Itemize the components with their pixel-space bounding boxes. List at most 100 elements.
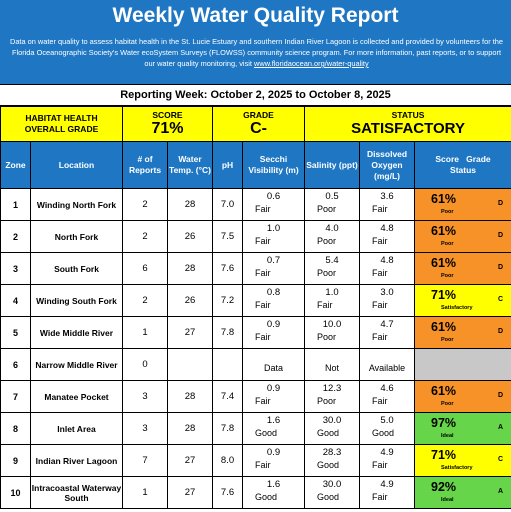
salinity-value: 28.3 [322,447,342,458]
salinity-value: 4.0 [325,223,339,234]
score-status-cell: 61% D Poor [414,316,511,349]
secchi-cell: 0.9 Fair [241,316,306,349]
secchi-rating: Fair [255,236,271,246]
secchi-rating: Fair [255,460,271,470]
salinity-rating: Fair [317,300,333,310]
salinity-value: 12.3 [322,383,342,394]
salinity-rating: Poor [317,268,337,278]
salinity-cell: 28.3 Good [304,444,361,477]
ph-cell: 7.8 [212,316,243,349]
score-status-cell: 61% D Poor [414,188,511,221]
score-grade: D [497,328,504,335]
secchi-value: 0.6 [266,191,281,202]
overall-grade: GRADE C- [211,106,306,142]
salinity-cell: 4.0 Poor [304,220,361,253]
col-salinity: Salinity (ppt) [304,141,361,189]
reporting-week: Reporting Week: October 2, 2025 to Octob… [0,85,511,106]
col-location: Location [30,141,123,189]
score-status: Ideal [441,497,454,503]
oxygen-rating: Fair [372,300,388,310]
score-status-cell: 92% A Ideal [414,476,511,509]
reports-cell: 7 [122,444,168,477]
salinity-rating: Good [317,428,340,438]
zone-cell: 5 [0,316,31,349]
oxygen-rating: Fair [372,332,388,342]
oxygen-cell: 5.0 Good [359,412,416,445]
oxygen-cell: 4.7 Fair [359,316,416,349]
score-status-cell: 71% C Satisfactory [414,444,511,477]
score-status-cell [414,348,511,381]
salinity-cell: Not [304,348,361,381]
salinity-rating: Poor [317,396,337,406]
salinity-rating: Poor [317,204,337,214]
zone-cell: 6 [0,348,31,381]
secchi-cell: 0.9 Fair [241,444,306,477]
status-title: STATUS [391,110,425,120]
score-status: Satisfactory [441,305,473,311]
secchi-value: 0.9 [266,447,281,458]
secchi-value: 0.9 [266,383,281,394]
oxygen-cell: 3.0 Fair [359,284,416,317]
salinity-value: 0.5 [325,191,339,202]
oxygen-cell: 4.8 Fair [359,220,416,253]
table-row: 8 Inlet Area 3 28 7.8 1.6 Good 30.0 Good 5.0 Good 9… [0,412,511,445]
secchi-rating: Fair [255,396,271,406]
reports-cell: 1 [122,476,168,509]
col-score-grade-status: Score Grade Status [414,141,511,189]
reports-cell: 2 [122,220,168,253]
secchi-cell: 1.0 Fair [241,220,306,253]
col-reports: # of Reports [122,141,168,189]
salinity-cell: 12.3 Poor [304,380,361,413]
reports-cell: 0 [122,348,168,381]
reports-cell: 2 [122,284,168,317]
water-quality-link[interactable]: www.floridaocean.org/water-quality [254,59,369,68]
oxygen-rating: Available [368,362,406,373]
salinity-cell: 0.5 Poor [304,188,361,221]
oxygen-value: 4.8 [380,223,394,234]
status-value: SATISFACTORY [351,120,465,137]
table-row: 2 North Fork 2 26 7.5 1.0 Fair 4.0 Poor 4.8 Fair 61… [0,220,511,253]
table-row: 3 South Fork 6 28 7.6 0.7 Fair 5.4 Poor 4.8 Fair 61… [0,252,511,285]
overall-score: SCORE 71% [122,106,213,142]
report-description: Data on water quality to assess habitat … [0,30,511,69]
table-row: 6 Narrow Middle River 0 Data Not Available [0,348,511,381]
zone-cell: 7 [0,380,31,413]
secchi-value: 1.6 [266,415,281,426]
location-cell: Narrow Middle River [30,348,123,381]
secchi-cell: 0.7 Fair [241,252,306,285]
secchi-rating: Fair [255,332,271,342]
location-cell: Winding South Fork [30,284,123,317]
oxygen-cell: 4.9 Fair [359,476,416,509]
score-percent: 71% [431,288,457,302]
col-status: Status [450,165,477,175]
salinity-value: 5.4 [325,255,339,266]
reports-cell: 6 [122,252,168,285]
reports-cell: 3 [122,412,168,445]
oxygen-rating: Fair [372,236,388,246]
ph-cell: 7.4 [212,380,243,413]
salinity-rating: Good [317,492,340,502]
water-quality-table: HABITAT HEALTH OVERALL GRADE SCORE 71% G… [0,106,511,509]
temp-cell: 27 [167,476,213,509]
report-title: Weekly Water Quality Report [112,4,399,27]
secchi-rating: Fair [255,268,271,278]
secchi-rating: Data [264,362,284,373]
score-grade: C [497,296,504,303]
label-line1: HABITAT HEALTH [25,113,98,123]
ph-cell: 7.8 [212,412,243,445]
ph-cell: 8.0 [212,444,243,477]
score-grade: C [497,456,504,463]
zone-cell: 2 [0,220,31,253]
score-status: Poor [441,337,454,343]
reports-cell: 2 [122,188,168,221]
salinity-rating: Poor [317,332,337,342]
secchi-cell: 1.6 Good [241,476,306,509]
salinity-cell: 30.0 Good [304,412,361,445]
location-cell: Intracoastal Waterway South [30,476,123,509]
salinity-cell: 30.0 Good [304,476,361,509]
score-grade: A [497,424,504,431]
secchi-value: 0.9 [266,319,281,330]
zone-cell: 8 [0,412,31,445]
oxygen-rating: Fair [372,460,388,470]
score-percent: 61% [431,384,457,398]
